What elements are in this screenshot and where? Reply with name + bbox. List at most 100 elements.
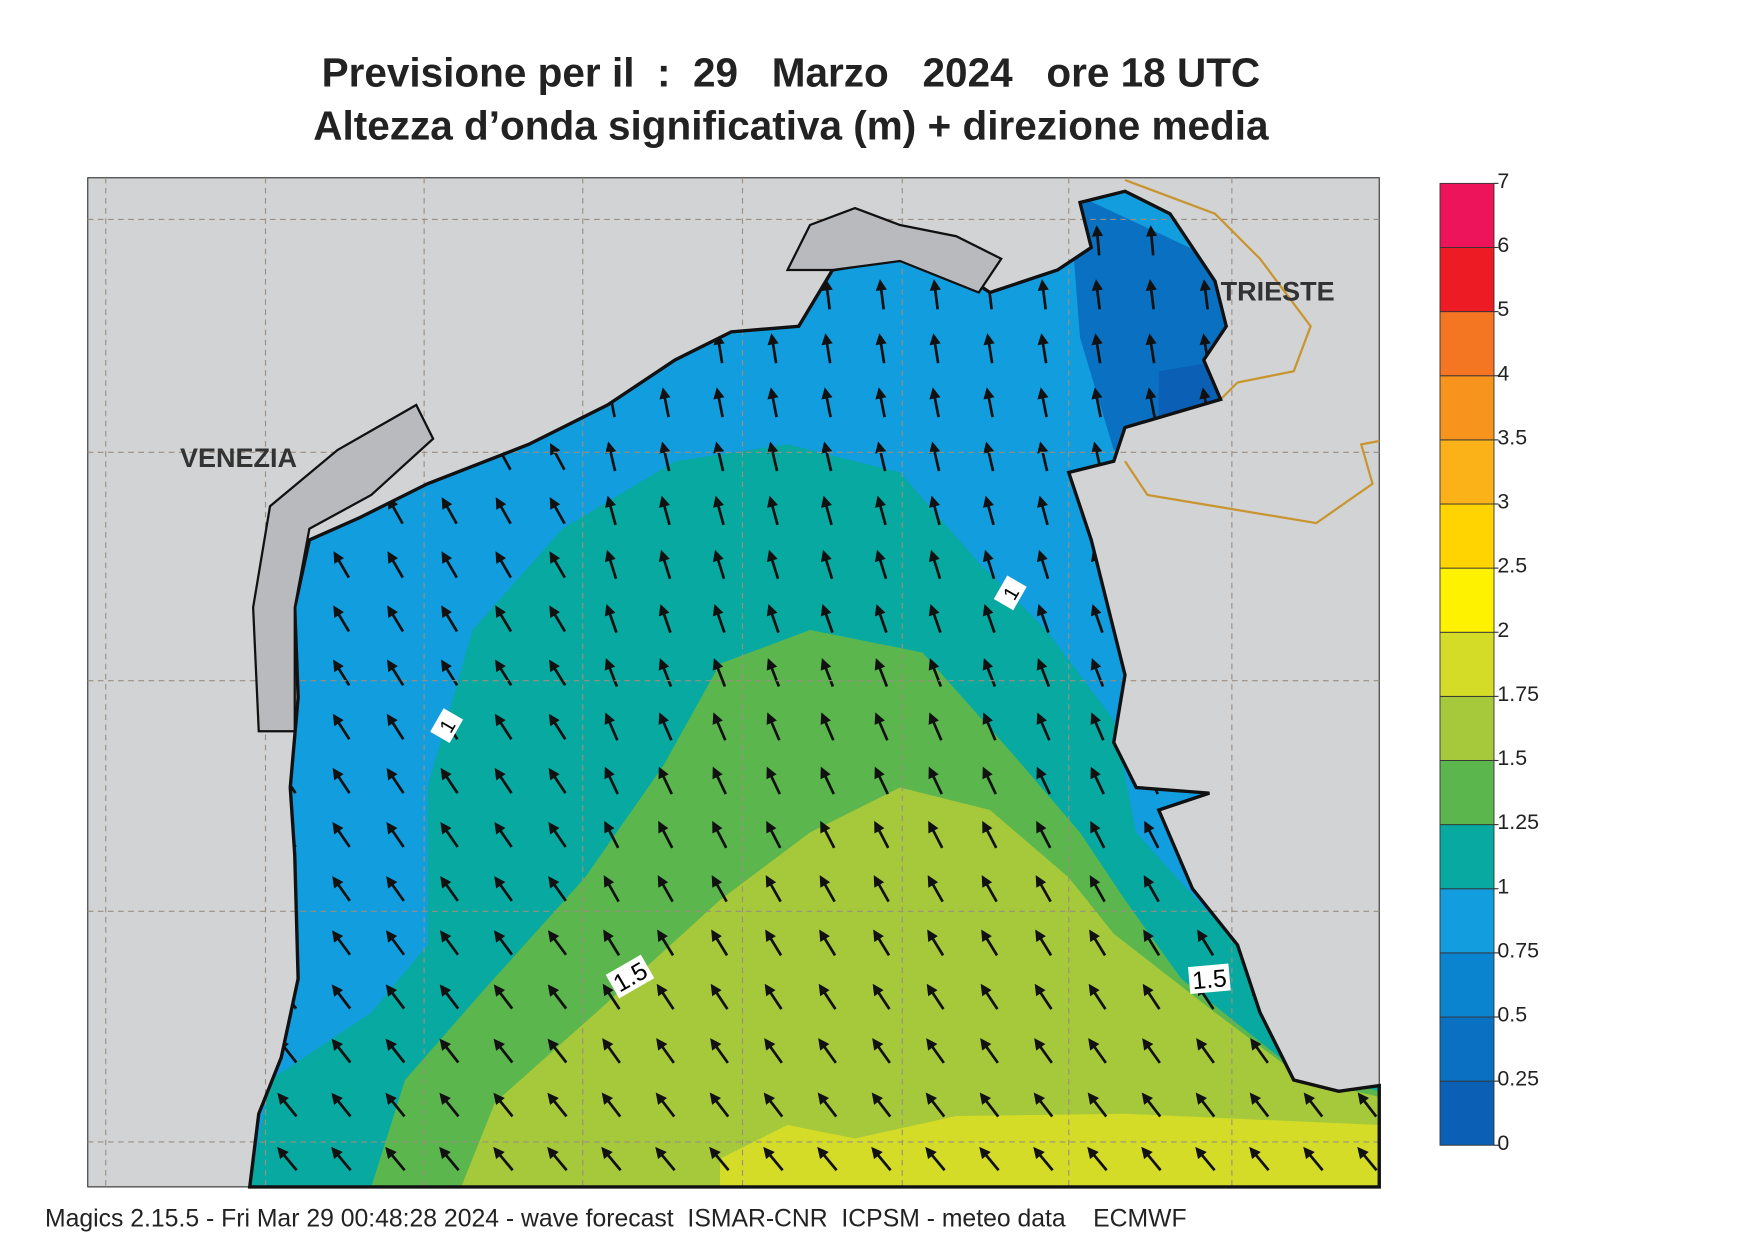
arrow-head: [925, 1092, 938, 1105]
arrow-head: [820, 712, 831, 725]
arrow: [927, 875, 944, 903]
colorbar-label: 0.25: [1497, 1067, 1539, 1091]
arrow-head: [1249, 1092, 1262, 1105]
arrow: [1037, 441, 1049, 472]
arrow: [712, 658, 727, 687]
arrow: [1034, 1038, 1053, 1064]
arrow-head: [439, 1092, 451, 1106]
arrow: [1195, 1146, 1216, 1172]
arrow: [494, 767, 513, 794]
arrow-head: [982, 820, 993, 834]
arrow-head: [928, 712, 939, 725]
arrow: [712, 820, 728, 849]
arrow: [925, 1092, 946, 1118]
arrow-head: [982, 603, 994, 617]
arrow-head: [1091, 225, 1104, 237]
arrow: [441, 497, 458, 525]
arrow-head: [712, 549, 724, 563]
arrow-head: [385, 930, 398, 943]
arrow: [655, 1146, 676, 1172]
contour-label: 1.5: [1188, 963, 1231, 995]
arrow: [385, 984, 406, 1010]
arrow-head: [494, 821, 506, 835]
arrow: [1033, 1092, 1054, 1118]
arrow: [603, 929, 621, 957]
arrow: [926, 983, 945, 1010]
arrow: [493, 930, 514, 956]
arrow-head: [548, 876, 560, 889]
arrow: [821, 387, 833, 418]
arrow: [387, 659, 405, 687]
colorbar-label: 0: [1497, 1131, 1509, 1155]
arrow: [875, 387, 887, 418]
arrow: [983, 387, 995, 418]
arrow: [601, 1092, 622, 1118]
colorbar-label: 6: [1497, 233, 1509, 257]
arrow-head: [1090, 766, 1101, 780]
arrow-head: [658, 549, 670, 563]
arrow-head: [1089, 929, 1100, 943]
arrow: [874, 820, 890, 849]
arrow: [440, 767, 459, 794]
arrow-head: [332, 713, 344, 727]
arrow: [1088, 1038, 1107, 1064]
arrow-head: [766, 820, 777, 834]
arrow-head: [439, 1146, 451, 1160]
arrow-head: [817, 1092, 830, 1105]
arrow-head: [548, 767, 560, 781]
arrow-head: [1144, 820, 1155, 834]
colorbar-label: 1: [1497, 874, 1509, 898]
arrow-head: [712, 603, 724, 617]
arrow: [387, 551, 404, 579]
arrow-head: [332, 767, 344, 781]
arrow: [1141, 1146, 1162, 1172]
arrow: [874, 603, 888, 634]
arrow: [548, 713, 567, 740]
arrow: [439, 1038, 460, 1064]
arrow-head: [658, 766, 669, 780]
arrow-head: [765, 929, 776, 943]
arrow: [766, 549, 780, 580]
arrow-head: [659, 441, 671, 454]
arrow-head: [439, 984, 452, 997]
arrow: [331, 930, 352, 956]
arrow: [495, 497, 512, 525]
arrow: [1143, 875, 1160, 903]
arrow: [1035, 875, 1052, 903]
arrow: [767, 387, 779, 418]
arrow-head: [929, 279, 941, 291]
arrow-head: [659, 495, 670, 508]
arrow-head: [331, 1092, 343, 1106]
arrow: [766, 603, 780, 634]
arrow-head: [872, 1038, 884, 1051]
arrow: [820, 766, 836, 795]
arrow-head: [333, 551, 345, 564]
arrow: [604, 766, 620, 795]
colorbar-box: [1439, 182, 1495, 248]
arrow-head: [821, 441, 833, 454]
arrow: [818, 1038, 837, 1064]
arrow: [1303, 1092, 1324, 1118]
arrow: [766, 820, 782, 849]
arrow: [982, 820, 998, 849]
arrow: [927, 929, 945, 957]
arrow-head: [1141, 1092, 1154, 1105]
arrow-head: [493, 1038, 505, 1051]
arrow: [385, 1146, 406, 1172]
arrow-head: [928, 603, 940, 617]
colorbar-label: 3.5: [1497, 425, 1527, 449]
arrow-head: [657, 875, 669, 888]
arrow: [1037, 333, 1049, 364]
arrow: [602, 1038, 621, 1064]
arrow: [658, 766, 674, 795]
arrow-head: [767, 387, 779, 400]
arrow: [331, 984, 352, 1010]
arrow: [713, 441, 725, 472]
arrow-head: [873, 875, 885, 888]
contour-label-text: 1.5: [1191, 965, 1228, 995]
arrow-head: [1037, 387, 1049, 400]
arrow-head: [1087, 1092, 1100, 1105]
arrow: [332, 713, 351, 740]
arrow-head: [331, 984, 344, 997]
arrow-head: [655, 1092, 668, 1105]
